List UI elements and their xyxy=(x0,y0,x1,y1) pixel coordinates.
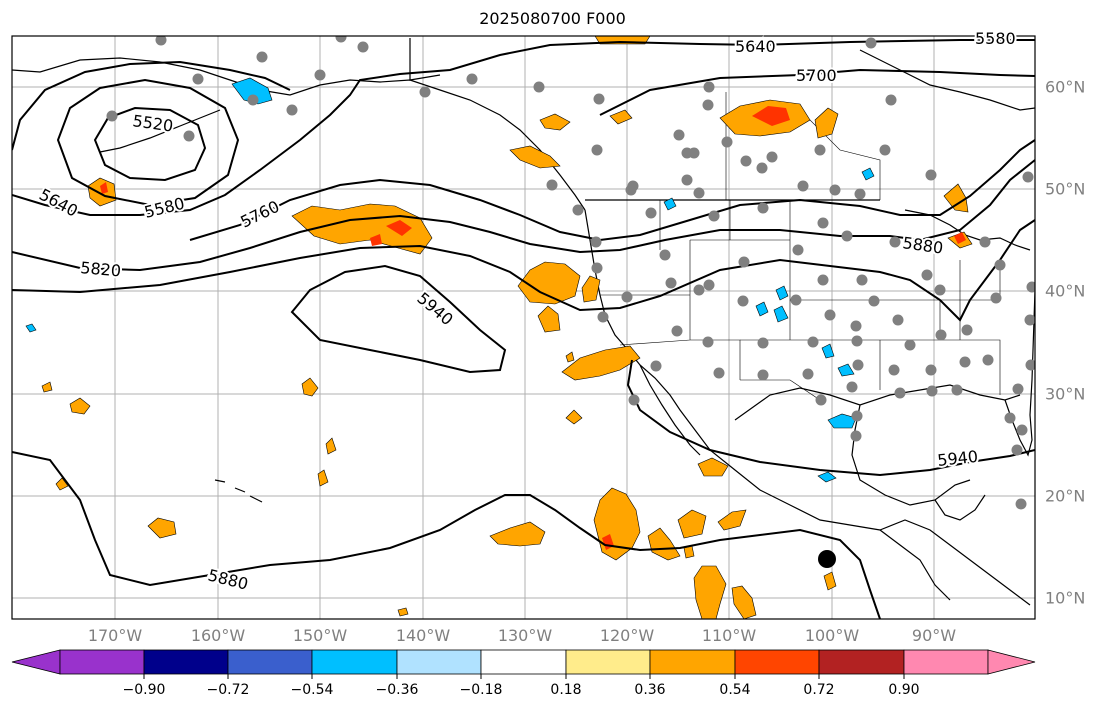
lat-label: 10°N xyxy=(1045,588,1086,608)
gridlines xyxy=(12,36,1035,619)
contour-5820 xyxy=(12,159,1035,272)
lon-label: 130°W xyxy=(497,626,553,645)
east-coast xyxy=(1029,289,1035,416)
contour-5520 xyxy=(93,106,207,182)
yucatan xyxy=(934,494,986,521)
alaska-coast xyxy=(12,57,586,211)
contour-label: 5940 xyxy=(936,447,978,470)
colorbar-tick-label: 0.54 xyxy=(719,682,751,698)
colorbar-tick-label: −0.72 xyxy=(206,682,250,698)
strong-positive-anomaly-areas xyxy=(100,106,966,550)
contour-label: 5580 xyxy=(142,194,186,222)
colorbar-tick-label: −0.90 xyxy=(122,682,166,698)
lon-label: 110°W xyxy=(701,626,757,645)
colorbar-over-arrow xyxy=(987,649,1036,675)
gulf-coast xyxy=(734,384,1021,421)
baja-california xyxy=(639,364,701,456)
contour-5580 xyxy=(12,60,291,151)
central-america xyxy=(879,519,1031,606)
contour-5580-closed xyxy=(56,78,240,207)
contour-5880-south xyxy=(12,451,881,619)
colorbar-tick-label: 0.18 xyxy=(550,682,582,698)
lat-label: 30°N xyxy=(1045,384,1086,404)
contour-label: 5640 xyxy=(36,185,81,221)
contour-label: 5580 xyxy=(975,29,1016,48)
contour-label: 5640 xyxy=(735,37,776,56)
contour-labels: 5640 5700 5580 5520 5580 5640 5760 5820 … xyxy=(34,27,1018,596)
colorbar-tick-label: −0.36 xyxy=(375,682,419,698)
map-title: 2025080700 F000 xyxy=(479,9,626,28)
lat-label: 40°N xyxy=(1045,281,1086,301)
colorbar-under-arrow xyxy=(11,649,61,675)
contour-label: 5880 xyxy=(901,233,944,257)
lon-label: 90°W xyxy=(911,626,957,645)
contour-label: 5700 xyxy=(796,66,837,85)
canada-border xyxy=(409,38,441,81)
contour-5640 xyxy=(12,39,1035,216)
lat-label: 60°N xyxy=(1045,77,1086,97)
aleutians xyxy=(99,109,221,153)
us-west-coast xyxy=(584,209,951,601)
contour-label: 5940 xyxy=(413,289,456,330)
contour-5760 xyxy=(189,139,1035,242)
negative-anomaly-areas xyxy=(25,77,875,483)
hawaii xyxy=(214,479,263,503)
contour-5700 xyxy=(599,68,1035,116)
height-contours xyxy=(12,39,1035,619)
contour-5880-north xyxy=(12,219,1035,322)
black-dot-icon xyxy=(818,550,836,568)
contour-5940-east xyxy=(626,359,1035,477)
contour-5940-closed xyxy=(290,264,507,374)
lon-label: 170°W xyxy=(87,626,143,645)
colorbar-tick-label: −0.54 xyxy=(290,682,334,698)
colorbar-tick-label: 0.90 xyxy=(888,682,920,698)
lon-label: 140°W xyxy=(395,626,451,645)
contour-label: 5520 xyxy=(131,111,174,135)
lon-label: 150°W xyxy=(292,626,348,645)
lon-label: 100°W xyxy=(804,626,860,645)
colorbar xyxy=(11,649,1036,679)
contour-label: 5820 xyxy=(80,258,122,280)
lat-label: 20°N xyxy=(1045,486,1086,506)
colorbar-tick-label: 0.72 xyxy=(803,682,835,698)
colorbar-tick-label: 0.36 xyxy=(634,682,666,698)
colorbar-tick-label: −0.18 xyxy=(459,682,503,698)
lon-label: 160°W xyxy=(190,626,246,645)
lon-label: 120°W xyxy=(599,626,655,645)
station-markers xyxy=(106,36,1035,510)
great-lakes xyxy=(904,209,1031,251)
lat-label: 50°N xyxy=(1045,179,1086,199)
contour-label: 5760 xyxy=(237,197,282,232)
